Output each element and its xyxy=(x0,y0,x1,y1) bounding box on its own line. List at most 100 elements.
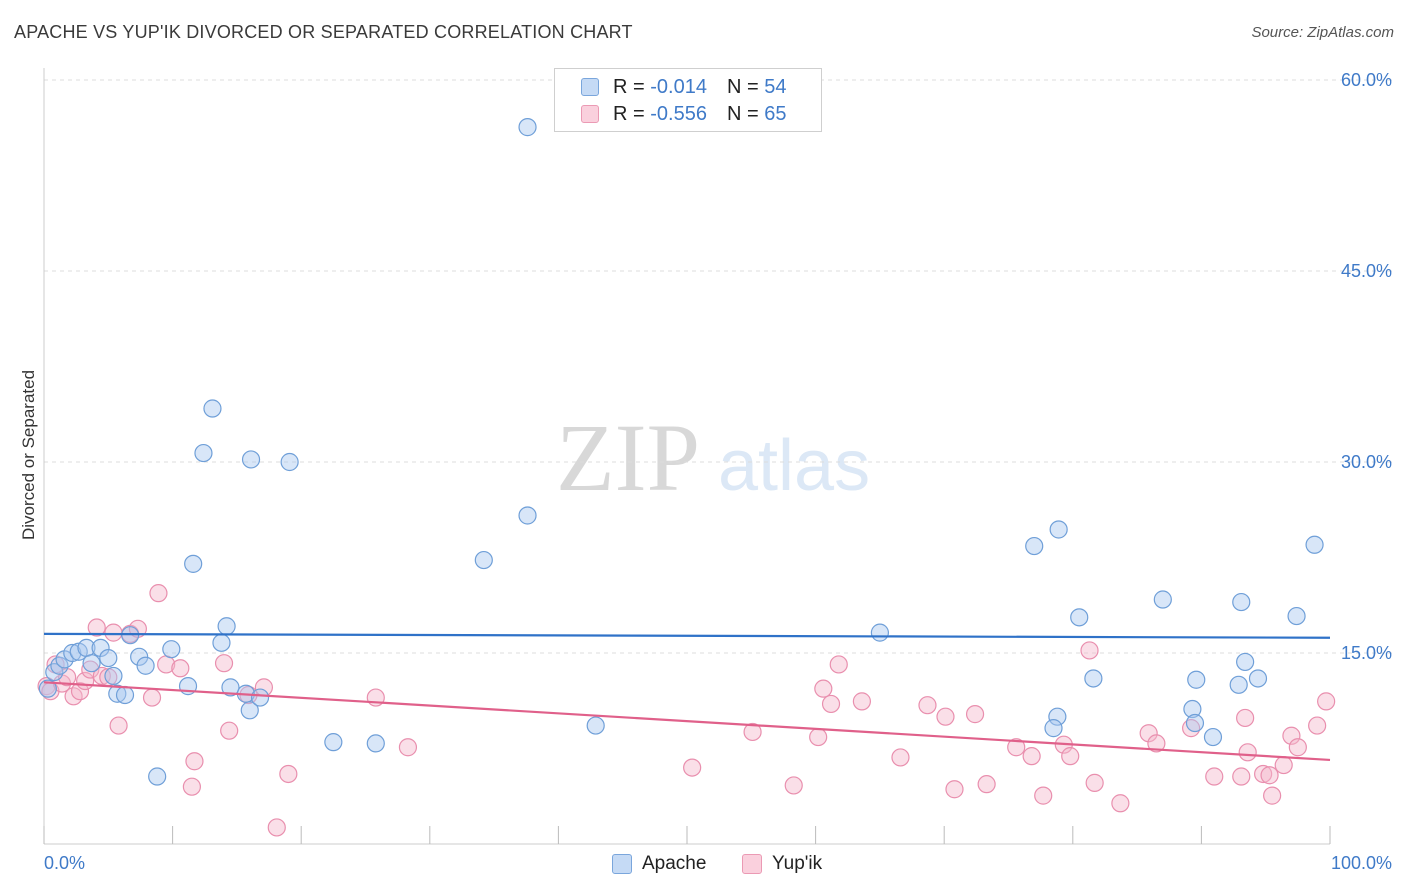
apache-point xyxy=(870,623,890,642)
apache-point xyxy=(241,450,261,469)
legend-row-apache: R = -0.014 N = 54 xyxy=(581,75,786,99)
y-tick-labels: 15.0% 30.0% 45.0% 60.0% xyxy=(1341,70,1392,663)
yupik-point xyxy=(814,679,833,698)
apache-point xyxy=(194,443,213,463)
yupik-point xyxy=(918,696,937,715)
yupik-point xyxy=(109,716,128,735)
apache-point xyxy=(1248,669,1268,688)
source-credit: Source: ZipAtlas.com xyxy=(1251,24,1394,41)
y-tick-label: 30.0% xyxy=(1341,452,1392,472)
yupik-point xyxy=(1288,738,1307,757)
yupik-point xyxy=(185,752,204,771)
apache-point xyxy=(1232,592,1251,612)
yupik-point xyxy=(1111,794,1130,813)
yupik-point xyxy=(784,776,803,795)
gridlines xyxy=(44,79,1392,654)
legend-r-value: -0.556 xyxy=(650,102,707,125)
correlation-legend: R = -0.014 N = 54 R = -0.556 N = 65 xyxy=(554,68,822,132)
bottom-legend-swatch-yupik xyxy=(742,854,762,874)
apache-point xyxy=(1185,713,1205,733)
legend-n-value: 54 xyxy=(764,75,787,98)
apache-point xyxy=(130,647,149,666)
chart-title: APACHE VS YUP'IK DIVORCED OR SEPARATED C… xyxy=(14,22,633,42)
yupik-point xyxy=(1260,766,1279,785)
yupik-point xyxy=(81,660,100,679)
yupik-point xyxy=(1205,767,1224,786)
yupik-point xyxy=(182,777,201,796)
yupik-point xyxy=(1317,692,1336,711)
apache-trend-line xyxy=(43,632,1331,639)
yupik-point xyxy=(1254,764,1273,784)
legend-r-label: R = xyxy=(613,75,645,98)
apache-point xyxy=(1070,608,1089,627)
yupik-point xyxy=(149,584,168,603)
yupik-point xyxy=(398,738,418,757)
apache-point xyxy=(366,734,385,753)
apache-point xyxy=(1183,699,1202,719)
apache-point xyxy=(136,656,155,675)
yupik-point xyxy=(809,727,828,747)
apache-point xyxy=(1305,535,1324,554)
apache-point xyxy=(148,767,167,786)
yupik-point xyxy=(1263,786,1282,805)
apache-point xyxy=(1153,590,1172,609)
bottom-legend-swatch-apache xyxy=(612,854,632,874)
watermark: ZIP atlas xyxy=(556,404,870,511)
y-tick-label: 60.0% xyxy=(1341,70,1392,90)
apache-point xyxy=(63,643,82,663)
apache-point xyxy=(115,685,135,705)
apache-point xyxy=(1025,536,1044,556)
apache-point xyxy=(1287,606,1306,626)
apache-point xyxy=(82,654,101,673)
yupik-point xyxy=(1085,773,1104,792)
legend-r-label: R = xyxy=(613,102,645,125)
apache-point xyxy=(221,678,240,697)
legend-r-value: -0.014 xyxy=(650,75,707,98)
legend-row-yupik: R = -0.556 N = 65 xyxy=(581,102,786,126)
yupik-point xyxy=(683,758,702,777)
x-tick-label-max: 100.0% xyxy=(1331,853,1392,873)
x-tick-label-min: 0.0% xyxy=(44,853,85,873)
apache-point xyxy=(1203,727,1223,747)
legend-n-label: N = xyxy=(726,75,759,98)
yupik-point xyxy=(1232,767,1251,786)
trend-lines xyxy=(43,632,1331,762)
apache-point xyxy=(1187,670,1206,689)
yupik-point xyxy=(87,618,106,637)
yupik-point xyxy=(1139,724,1158,743)
bottom-legend-label-yupik: Yup'ik xyxy=(772,853,823,874)
yupik-point xyxy=(891,748,910,767)
y-tick-label: 15.0% xyxy=(1341,643,1392,663)
apache-point xyxy=(518,506,537,525)
yupik-point xyxy=(965,705,985,724)
apache-point xyxy=(1084,669,1103,688)
yupik-point xyxy=(1007,738,1026,757)
bottom-legend-label-apache: Apache xyxy=(642,853,707,874)
yupik-trend-line xyxy=(43,681,1331,762)
apache-point xyxy=(1044,719,1063,738)
yupik-point xyxy=(70,682,90,701)
yupik-point xyxy=(1147,734,1166,753)
apache-point xyxy=(184,554,203,573)
yupik-point xyxy=(829,655,848,674)
yupik-point xyxy=(1282,726,1301,745)
yupik-point xyxy=(936,707,955,726)
yupik-point xyxy=(1308,716,1327,735)
apache-point xyxy=(474,550,493,570)
series-yupik xyxy=(37,584,1336,837)
apache-point xyxy=(108,684,127,703)
apache-point xyxy=(586,716,605,735)
apache-point xyxy=(38,679,57,698)
bottom-legend-apache: Apache xyxy=(612,852,706,876)
legend-swatch-yupik xyxy=(581,105,599,123)
legend-n-value: 65 xyxy=(764,102,787,125)
yupik-point xyxy=(104,623,123,642)
yupik-point xyxy=(977,775,996,794)
apache-point xyxy=(1048,707,1067,726)
yupik-point xyxy=(1034,786,1053,805)
y-tick-label: 45.0% xyxy=(1341,261,1392,281)
yupik-point xyxy=(1274,755,1293,775)
yupik-point xyxy=(1061,747,1080,766)
yupik-point xyxy=(852,692,871,711)
apache-point xyxy=(1236,652,1255,672)
